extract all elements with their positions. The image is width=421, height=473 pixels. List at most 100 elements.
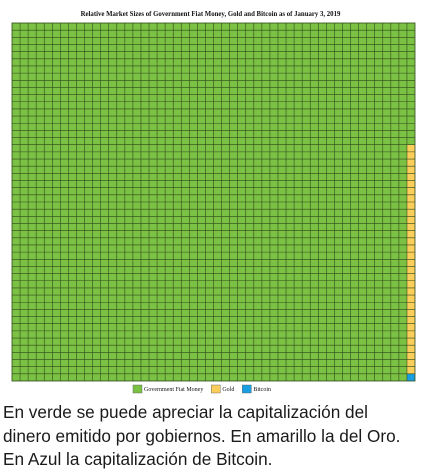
waffle-cell-government-fiat-money <box>382 330 391 339</box>
waffle-cell-government-fiat-money <box>149 151 158 160</box>
waffle-cell-government-fiat-money <box>92 87 101 95</box>
legend-label: Government Fiat Money <box>144 387 203 393</box>
waffle-cell-government-fiat-money <box>358 302 367 310</box>
waffle-cell-government-fiat-money <box>132 302 142 310</box>
waffle-cell-government-fiat-money <box>398 287 407 296</box>
waffle-cell-government-fiat-money <box>221 37 230 45</box>
waffle-cell-government-fiat-money <box>302 159 311 167</box>
waffle-cell-government-fiat-money <box>140 373 150 382</box>
waffle-cell-government-fiat-money <box>302 144 311 152</box>
waffle-cell-government-fiat-money <box>382 244 391 253</box>
waffle-cell-government-fiat-money <box>302 80 311 88</box>
waffle-cell-government-fiat-money <box>12 108 21 117</box>
waffle-cell-government-fiat-money <box>52 295 61 303</box>
waffle-cell-government-fiat-money <box>157 316 166 324</box>
waffle-cell-government-fiat-money <box>294 216 303 224</box>
waffle-cell-government-fiat-money <box>92 244 101 253</box>
waffle-cell-government-fiat-money <box>390 209 399 217</box>
waffle-cell-government-fiat-money <box>310 65 319 74</box>
waffle-cell-government-fiat-money <box>342 173 351 181</box>
waffle-cell-government-fiat-money <box>189 252 198 260</box>
waffle-cell-government-fiat-money <box>326 323 335 331</box>
waffle-cell-government-fiat-money <box>108 151 117 160</box>
waffle-cell-government-fiat-money <box>350 252 359 260</box>
waffle-cell-government-fiat-money <box>302 94 311 102</box>
waffle-cell-government-fiat-money <box>12 173 21 181</box>
waffle-cell-government-fiat-money <box>116 244 125 253</box>
waffle-cell-government-fiat-money <box>68 273 77 281</box>
waffle-cell-government-fiat-money <box>390 51 399 59</box>
waffle-cell-government-fiat-money <box>92 287 101 296</box>
waffle-cell-government-fiat-money <box>68 330 77 339</box>
waffle-cell-government-fiat-money <box>108 202 117 210</box>
waffle-cell-government-fiat-money <box>132 166 142 174</box>
waffle-cell-government-fiat-money <box>205 94 214 102</box>
waffle-cell-government-fiat-money <box>52 352 61 360</box>
waffle-cell-government-fiat-money <box>221 273 230 281</box>
waffle-cell-government-fiat-money <box>318 151 327 160</box>
waffle-cell-government-fiat-money <box>221 23 230 31</box>
waffle-cell-government-fiat-money <box>350 37 359 45</box>
waffle-cell-government-fiat-money <box>76 287 85 296</box>
waffle-cell-government-fiat-money <box>221 180 230 188</box>
waffle-cell-government-fiat-money <box>76 51 85 59</box>
waffle-cell-government-fiat-money <box>173 87 182 95</box>
waffle-cell-government-fiat-money <box>165 94 174 102</box>
waffle-cell-government-fiat-money <box>358 194 367 203</box>
waffle-cell-government-fiat-money <box>205 273 214 281</box>
waffle-cell-government-fiat-money <box>374 144 383 152</box>
waffle-cell-government-fiat-money <box>334 101 343 109</box>
waffle-cell-government-fiat-money <box>173 209 182 217</box>
waffle-cell-government-fiat-money <box>406 123 416 131</box>
waffle-cell-government-fiat-money <box>213 209 222 217</box>
waffle-cell-government-fiat-money <box>374 73 383 81</box>
waffle-cell-government-fiat-money <box>132 295 142 303</box>
waffle-cell-government-fiat-money <box>173 316 182 324</box>
waffle-cell-government-fiat-money <box>334 252 343 260</box>
waffle-cell-government-fiat-money <box>261 273 270 281</box>
waffle-cell-government-fiat-money <box>116 187 125 195</box>
waffle-cell-government-fiat-money <box>358 23 367 31</box>
waffle-cell-government-fiat-money <box>197 87 206 95</box>
waffle-cell-government-fiat-money <box>84 187 93 195</box>
waffle-cell-government-fiat-money <box>374 352 383 360</box>
waffle-cell-government-fiat-money <box>108 166 117 174</box>
waffle-cell-gold <box>406 187 416 195</box>
waffle-cell-government-fiat-money <box>44 273 53 281</box>
waffle-cell-government-fiat-money <box>205 373 214 382</box>
waffle-cell-government-fiat-money <box>92 252 101 260</box>
waffle-cell-government-fiat-money <box>253 345 262 353</box>
waffle-cell-government-fiat-money <box>84 252 93 260</box>
waffle-cell-government-fiat-money <box>286 58 295 67</box>
waffle-cell-government-fiat-money <box>132 244 142 253</box>
waffle-cell-government-fiat-money <box>12 366 21 374</box>
waffle-cell-government-fiat-money <box>165 223 174 231</box>
waffle-cell-government-fiat-money <box>302 137 311 145</box>
waffle-cell-government-fiat-money <box>20 37 29 45</box>
waffle-cell-government-fiat-money <box>277 194 287 203</box>
waffle-cell-government-fiat-money <box>140 323 150 331</box>
waffle-cell-government-fiat-money <box>132 80 142 88</box>
waffle-cell-government-fiat-money <box>124 252 133 260</box>
waffle-cell-government-fiat-money <box>84 159 93 167</box>
waffle-cell-government-fiat-money <box>149 44 158 52</box>
waffle-cell-government-fiat-money <box>390 30 399 38</box>
waffle-cell-government-fiat-money <box>197 352 206 360</box>
waffle-cell-government-fiat-money <box>277 123 287 131</box>
waffle-cell-government-fiat-money <box>20 330 29 339</box>
waffle-cell-government-fiat-money <box>374 194 383 203</box>
waffle-cell-government-fiat-money <box>165 209 174 217</box>
waffle-cell-government-fiat-money <box>157 352 166 360</box>
waffle-cell-government-fiat-money <box>124 209 133 217</box>
waffle-cell-government-fiat-money <box>165 230 174 238</box>
waffle-cell-government-fiat-money <box>68 137 77 145</box>
waffle-cell-government-fiat-money <box>286 180 295 188</box>
waffle-cell-government-fiat-money <box>318 345 327 353</box>
waffle-cell-government-fiat-money <box>237 159 246 167</box>
waffle-cell-government-fiat-money <box>76 323 85 331</box>
waffle-cell-government-fiat-money <box>390 87 399 95</box>
waffle-cell-government-fiat-money <box>286 252 295 260</box>
waffle-cell-government-fiat-money <box>318 166 327 174</box>
waffle-cell-government-fiat-money <box>261 244 270 253</box>
waffle-cell-government-fiat-money <box>237 216 246 224</box>
